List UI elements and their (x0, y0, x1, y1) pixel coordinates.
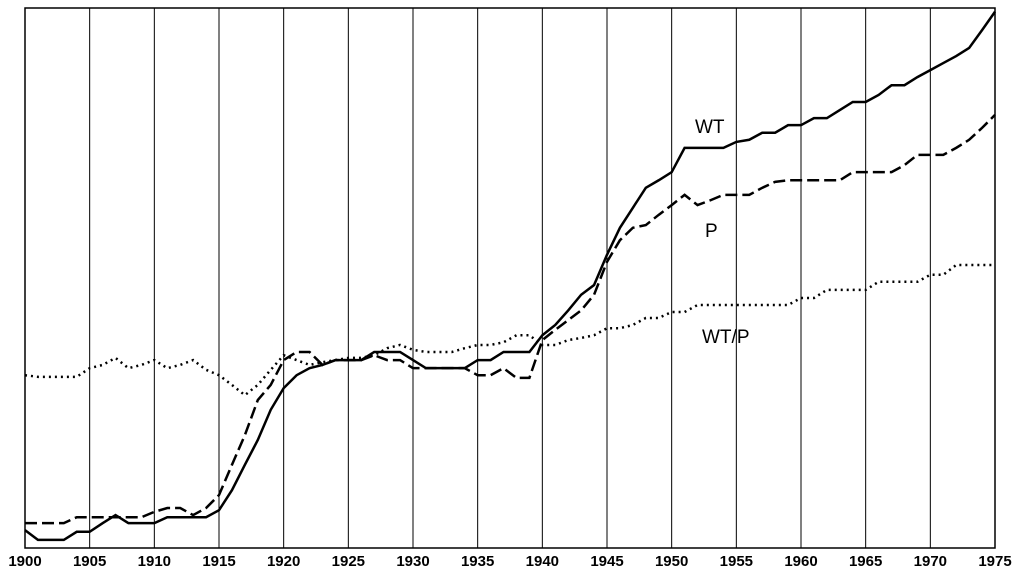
x-tick-label: 1960 (784, 553, 817, 570)
x-tick-label: 1905 (73, 553, 106, 570)
x-tick-label: 1925 (332, 553, 365, 570)
series-line (25, 114, 996, 525)
x-tick-label: 1950 (655, 553, 688, 570)
x-tick-label: 1975 (978, 553, 1011, 570)
series-line (24, 263, 995, 397)
x-tick-label: 1930 (396, 553, 429, 570)
x-tick-label: 1970 (914, 553, 947, 570)
x-tick-label: 1955 (720, 553, 753, 570)
x-tick-label: 1910 (138, 553, 171, 570)
x-tick-label: 1965 (849, 553, 882, 570)
series-label: WT (695, 117, 725, 138)
x-tick-label: 1920 (267, 553, 300, 570)
x-tick-label: 1900 (8, 553, 41, 570)
x-tick-label: 1945 (590, 553, 623, 570)
series-label: WT/P (702, 327, 750, 348)
x-tick-label: 1915 (202, 553, 235, 570)
x-tick-label: 1940 (526, 553, 559, 570)
x-tick-label: 1935 (461, 553, 494, 570)
series-line (24, 11, 997, 542)
plot-frame (24, 7, 996, 549)
series-label: P (705, 221, 718, 242)
